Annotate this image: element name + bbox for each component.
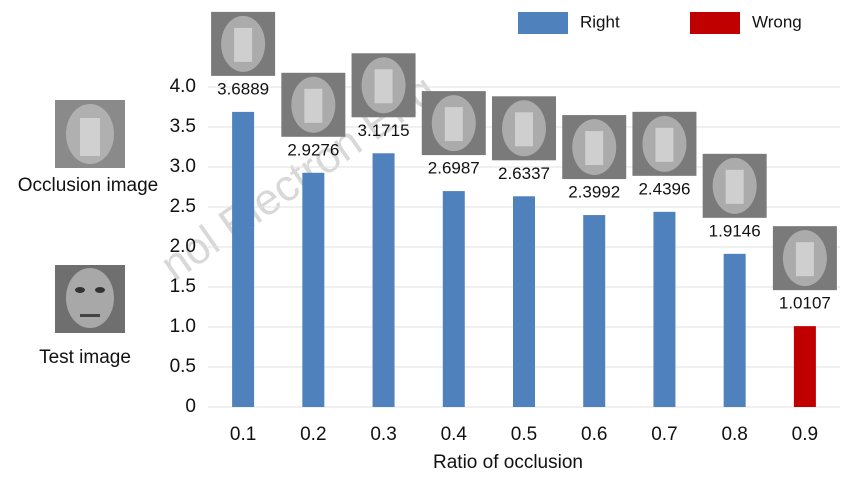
thumbnail (211, 11, 276, 76)
data-label: 1.9146 (709, 221, 761, 240)
x-tick-label: 0.6 (581, 424, 607, 445)
y-tick-label: 0.5 (170, 356, 196, 377)
y-tick-label: 0 (185, 396, 196, 417)
x-tick-label: 0.3 (370, 424, 396, 445)
test-thumbnail (55, 265, 125, 333)
bar (723, 253, 746, 407)
y-tick-label: 4.0 (170, 76, 196, 97)
thumbnail (772, 226, 837, 291)
legend-swatch (518, 12, 568, 34)
data-label: 2.6987 (428, 159, 480, 178)
thumbnail (281, 72, 346, 137)
occlusion-thumbnail (55, 100, 125, 168)
data-label: 2.3992 (568, 183, 620, 202)
y-tick-label: 3.0 (170, 156, 196, 177)
thumbnail (492, 96, 556, 161)
x-tick-label: 0.2 (300, 424, 326, 445)
x-tick-label: 0.7 (651, 424, 677, 445)
data-label: 3.6889 (217, 79, 269, 98)
side-label: Occlusion image (18, 175, 158, 196)
thumbnail (351, 53, 416, 118)
data-label: 2.6337 (498, 164, 550, 183)
bar (442, 191, 465, 407)
bar (653, 211, 676, 407)
x-tick-label: 0.5 (511, 424, 537, 445)
thumbnail (632, 111, 697, 176)
bar (583, 215, 606, 407)
y-tick-label: 2.0 (170, 236, 196, 257)
legend-swatch (690, 12, 740, 34)
bar (513, 196, 535, 407)
x-tick-label: 0.9 (792, 424, 818, 445)
y-tick-label: 1.5 (170, 276, 196, 297)
x-axis-label: Ratio of occlusion (433, 452, 583, 473)
y-tick-label: 1.0 (170, 316, 196, 337)
y-tick-label: 3.5 (170, 116, 196, 137)
data-label: 1.0107 (779, 294, 831, 313)
legend-label: Right (580, 12, 620, 31)
x-tick-label: 0.4 (441, 424, 468, 445)
thumbnail (421, 91, 486, 156)
bar (232, 111, 255, 407)
bar (372, 153, 395, 407)
data-label: 3.1715 (358, 121, 410, 140)
thumbnail (702, 153, 767, 218)
thumbnail (562, 115, 627, 180)
data-label: 2.9276 (287, 140, 339, 159)
x-tick-label: 0.8 (721, 424, 747, 445)
bar (793, 326, 816, 407)
data-label: 2.4396 (638, 179, 690, 198)
y-tick-label: 2.5 (170, 196, 196, 217)
side-label: Test image (39, 347, 131, 368)
x-tick-label: 0.1 (230, 424, 256, 445)
bar (302, 172, 325, 407)
legend-label: Wrong (752, 12, 802, 31)
